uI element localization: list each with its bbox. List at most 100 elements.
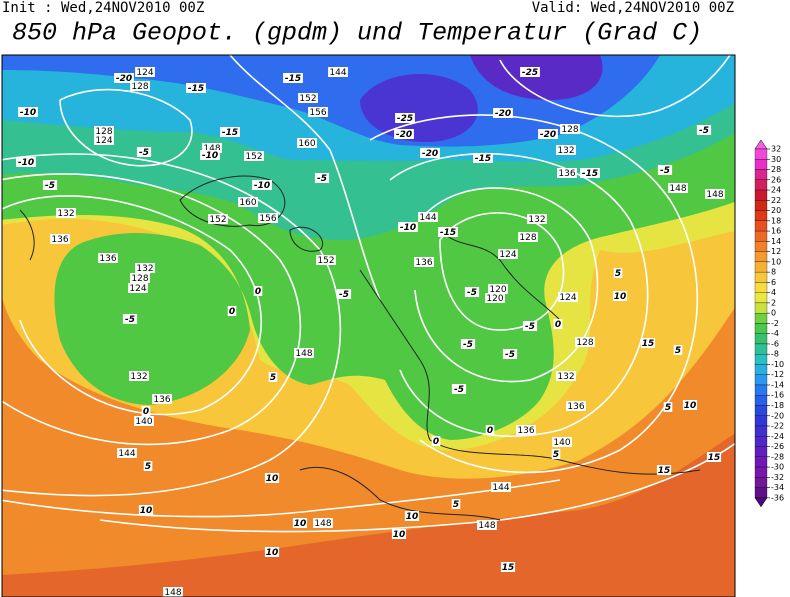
- colorbar-segment: [754, 241, 768, 252]
- geopotential-label: 156: [259, 214, 276, 224]
- geopotential-label-box: [56, 208, 76, 218]
- colorbar-tick-label: 14: [771, 237, 781, 246]
- colorbar-tick-label: 4: [771, 288, 776, 297]
- geopotential-label-box: [130, 273, 150, 283]
- temperature-label-box: [656, 465, 672, 475]
- temperature-label-box: [404, 511, 420, 521]
- colorbar-tick-label: 8: [771, 268, 776, 277]
- temperature-label: 15: [658, 466, 671, 476]
- geopotential-label: 156: [309, 108, 326, 118]
- temperature-label-box: [253, 286, 263, 296]
- colorbar-tick-label: 18: [771, 216, 781, 225]
- geopotential-label-box: [163, 587, 183, 597]
- geopotential-label-box: [294, 348, 314, 358]
- temperature-label-box: [538, 129, 558, 139]
- geopotential-label-box: [557, 168, 577, 178]
- temperature-label: 10: [294, 519, 307, 529]
- geopotential-label-box: [128, 283, 148, 293]
- temperature-label-box: [420, 148, 440, 158]
- geopotential-label: 140: [553, 438, 570, 448]
- temperature-label-box: [663, 402, 673, 412]
- temperature-label-box: [138, 505, 154, 515]
- temperature-label-box: [268, 372, 278, 382]
- geopotential-label-box: [488, 284, 508, 294]
- temperature-label: 5: [453, 500, 459, 510]
- colorbar-segment: [754, 261, 768, 273]
- geopotential-label-box: [117, 448, 137, 458]
- geopotential-label-box: [94, 126, 114, 136]
- geopotential-label-box: [135, 263, 155, 273]
- colorbar-segment: [754, 425, 768, 437]
- geopotential-label-box: [498, 249, 518, 259]
- temperature-label: -10: [18, 158, 34, 168]
- geopotential-label-box: [152, 394, 172, 404]
- geopotential-label-box: [244, 151, 264, 161]
- colorbar-tick-label: 16: [771, 227, 781, 236]
- temperature-label-box: [682, 400, 698, 410]
- valid-time: Valid: Wed,24NOV2010 00Z: [532, 0, 734, 16]
- geopotential-label: 148: [164, 588, 181, 597]
- colorbar-tick-label: -30: [771, 463, 784, 472]
- colorbar-under-arrow: [754, 497, 768, 508]
- temperature-label-box: [264, 547, 280, 557]
- geopotential-label-box: [238, 197, 258, 207]
- geopotential-label-box: [94, 135, 114, 145]
- temperature-label-box: [122, 314, 138, 324]
- temperature-label: 15: [708, 453, 721, 463]
- map-title: 850 hPa Geopot. (gpdm) und Temperatur (G…: [12, 19, 702, 48]
- geopotential-label: 128: [576, 338, 593, 348]
- temperature-label-box: [141, 406, 151, 416]
- colorbar-tick-label: -10: [771, 360, 784, 369]
- temperature-label-box: [438, 227, 458, 237]
- geopotential-label-box: [518, 232, 538, 242]
- colorbar-tick-label: -6: [771, 339, 779, 348]
- geopotential-label: 136: [153, 395, 170, 405]
- temperature-label: -20: [396, 130, 412, 140]
- geopotential-label-box: [258, 213, 278, 223]
- geopotential-label: 152: [209, 215, 226, 225]
- geopotential-label: 132: [136, 264, 153, 274]
- temperature-label-box: [451, 499, 461, 509]
- temperature-label: 5: [665, 403, 671, 413]
- temperature-label: -10: [20, 108, 36, 118]
- colorbar-segment: [754, 220, 768, 232]
- colorbar-segment: [754, 364, 768, 375]
- temperature-label-box: [431, 436, 441, 446]
- temperature-label: 0: [487, 426, 493, 436]
- temperature-label: -15: [222, 128, 238, 138]
- temperature-label: -5: [339, 290, 349, 300]
- temperature-label: -5: [505, 350, 515, 360]
- temperature-label: -5: [525, 322, 535, 332]
- temperature-label-box: [391, 529, 407, 539]
- colorbar-tick-label: -4: [771, 329, 779, 338]
- colorbar-segment: [754, 333, 768, 345]
- temperature-label: -5: [454, 385, 464, 395]
- temperature-label-box: [502, 349, 518, 359]
- colorbar-segment: [754, 395, 768, 406]
- colorbar-segment: [754, 466, 768, 478]
- temperature-label-box: [553, 319, 563, 329]
- temperature-label-box: [136, 147, 152, 157]
- colorbar-tick-label: -18: [771, 401, 784, 410]
- colorbar-tick-label: 30: [771, 155, 781, 164]
- temperature-label: -20: [422, 149, 438, 159]
- colorbar-segment: [754, 159, 768, 170]
- geopotential-label-box: [418, 212, 438, 222]
- colorbar-tick-label: -8: [771, 350, 779, 359]
- temperature-label-box: [227, 306, 237, 316]
- init-time: Init : Wed,24NOV2010 00Z: [2, 0, 204, 16]
- geopotential-label: 132: [528, 215, 545, 225]
- temperature-label-box: [314, 173, 330, 183]
- geopotential-label-box: [297, 138, 317, 148]
- temperature-label-box: [220, 127, 240, 137]
- colorbar-tick-label: 12: [771, 247, 781, 256]
- temperature-label-box: [283, 73, 303, 83]
- temperature-label-box: [186, 83, 206, 93]
- geopotential-label: 124: [499, 250, 516, 260]
- temperature-label-box: [580, 168, 600, 178]
- temperature-label: -20: [540, 130, 556, 140]
- geopotential-label: 152: [299, 94, 316, 104]
- geopotential-label: 128: [519, 233, 536, 243]
- colorbar-tick-label: 32: [771, 145, 781, 154]
